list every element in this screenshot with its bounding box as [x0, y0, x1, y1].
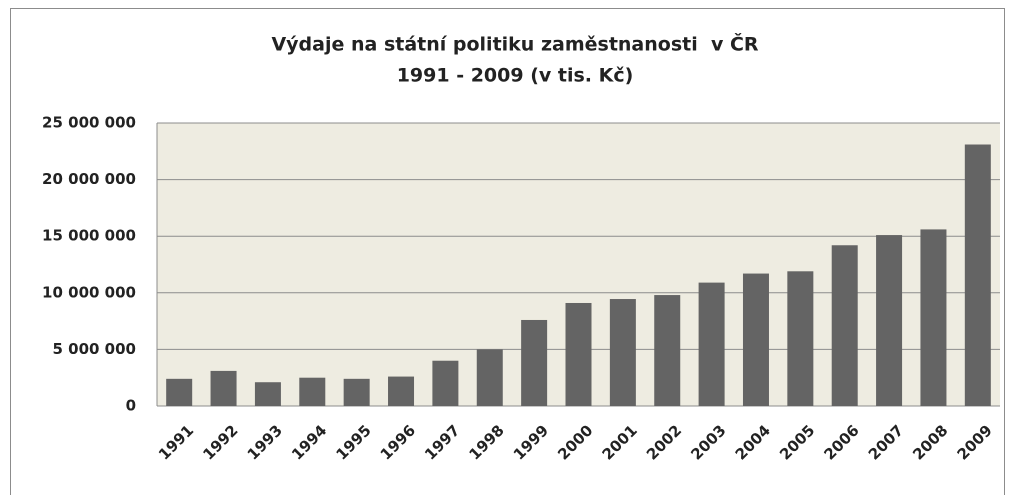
- bar: [521, 319, 548, 406]
- bar: [831, 245, 858, 406]
- y-tick-label: 25 000 000: [42, 114, 136, 132]
- bar: [388, 376, 415, 406]
- bar: [299, 377, 326, 406]
- bar: [787, 271, 814, 406]
- y-tick-label: 20 000 000: [42, 170, 136, 188]
- y-tick-label: 0: [126, 397, 136, 415]
- chart-title: Výdaje na státní politiku zaměstnanosti …: [271, 32, 758, 56]
- bar: [166, 378, 193, 406]
- bar: [432, 360, 459, 406]
- y-tick-label: 15 000 000: [42, 227, 136, 245]
- bar: [920, 229, 947, 406]
- bar: [876, 235, 903, 406]
- y-tick-label: 10 000 000: [42, 283, 136, 301]
- bar: [476, 349, 503, 406]
- bar: [254, 382, 281, 406]
- bar: [565, 302, 592, 406]
- chart-subtitle: 1991 - 2009 (v tis. Kč): [397, 65, 634, 87]
- bar: [698, 282, 725, 406]
- bar: [742, 273, 769, 406]
- bar: [210, 370, 237, 406]
- bar: [964, 144, 991, 406]
- y-tick-label: 5 000 000: [52, 340, 136, 358]
- bar: [343, 378, 370, 406]
- bar: [654, 295, 681, 406]
- bar: [609, 299, 636, 406]
